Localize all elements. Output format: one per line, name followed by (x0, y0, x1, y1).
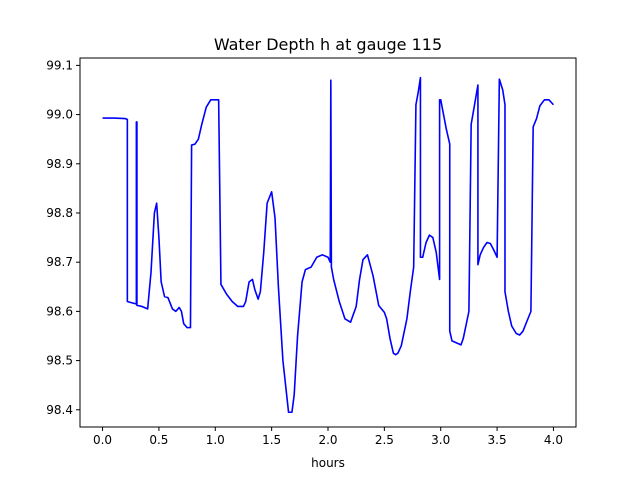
y-tick-label: 98.4 (46, 403, 73, 417)
x-tick-label: 0.5 (149, 433, 168, 447)
x-tick-label: 3.5 (488, 433, 507, 447)
y-tick-label: 98.8 (46, 206, 73, 220)
x-tick-label: 4.0 (544, 433, 563, 447)
x-axis-label: hours (311, 456, 345, 470)
y-tick-label: 98.6 (46, 304, 73, 318)
plot-area (102, 76, 555, 414)
y-axis-ticks: 98.4 98.5 98.6 98.7 98.8 98.9 99.0 99.1 (46, 58, 80, 417)
y-tick-label: 99.1 (46, 58, 73, 72)
x-tick-label: 1.5 (262, 433, 281, 447)
x-axis-ticks: 0.0 0.5 1.0 1.5 2.0 2.5 3.0 3.5 4.0 (93, 427, 563, 447)
series-line-0 (102, 76, 555, 414)
x-tick-label: 0.0 (93, 433, 112, 447)
y-tick-label: 98.5 (46, 354, 73, 368)
y-tick-label: 98.7 (46, 255, 73, 269)
x-tick-label: 3.0 (431, 433, 450, 447)
chart-title: Water Depth h at gauge 115 (214, 35, 442, 54)
y-tick-label: 98.9 (46, 157, 73, 171)
x-tick-label: 1.0 (206, 433, 225, 447)
x-tick-label: 2.5 (375, 433, 394, 447)
x-tick-label: 2.0 (318, 433, 337, 447)
axes-frame (79, 57, 577, 428)
y-tick-label: 99.0 (46, 108, 73, 122)
